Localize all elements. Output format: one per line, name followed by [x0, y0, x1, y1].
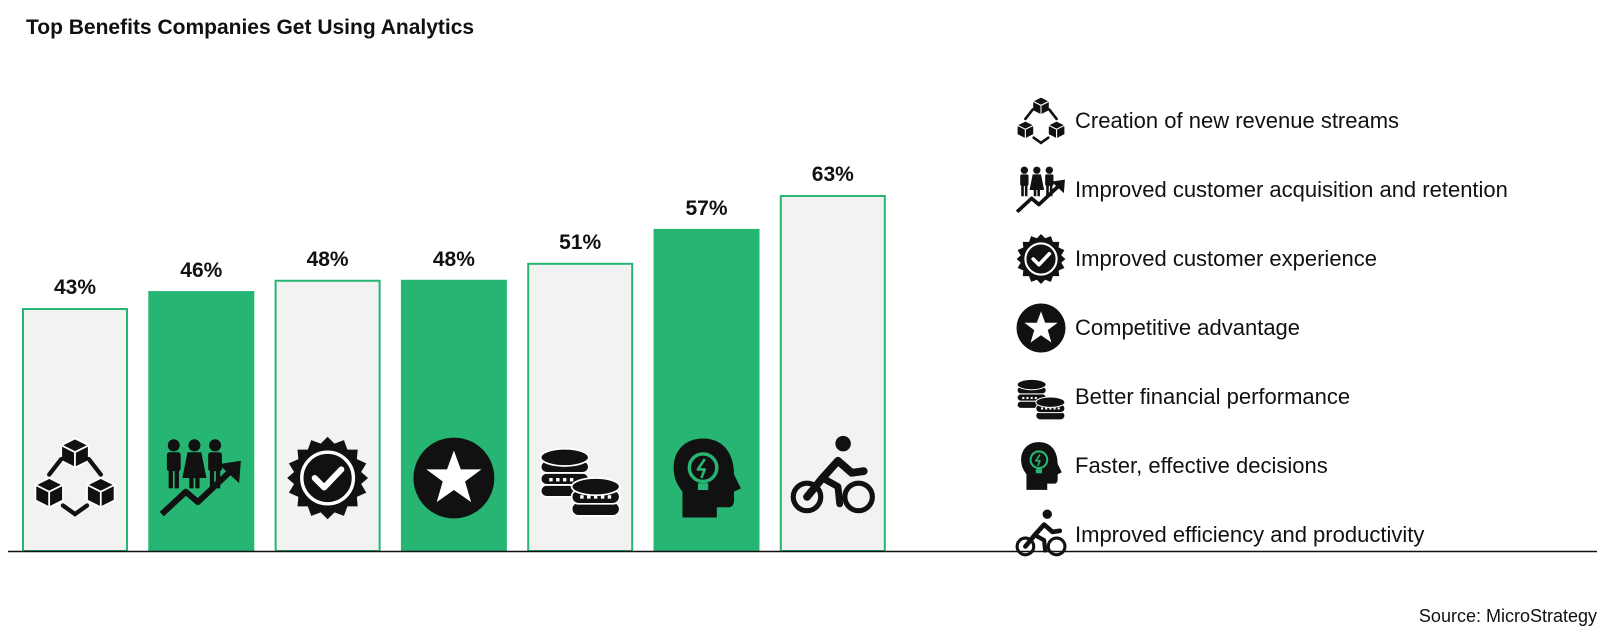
- legend-item: Creation of new revenue streams: [1015, 86, 1595, 155]
- legend-label: Faster, effective decisions: [1075, 452, 1328, 478]
- legend-item: Faster, effective decisions: [1015, 431, 1595, 500]
- star-circle-icon: [1015, 302, 1067, 354]
- legend-label: Creation of new revenue streams: [1075, 107, 1400, 133]
- legend-item: Improved efficiency and productivity: [1015, 500, 1595, 569]
- legend-item: Improved customer experience: [1015, 224, 1595, 293]
- head-lightbulb-icon: [1015, 440, 1067, 492]
- bar-chart: 43% 46% 48% 48% 51% 57% 63%: [8, 163, 960, 553]
- cubes-network-icon: [1015, 95, 1067, 147]
- bar-value-label: 48%: [433, 248, 475, 271]
- bar-value-label: 46%: [180, 259, 222, 282]
- legend-label: Improved customer acquisition and retent…: [1075, 176, 1508, 202]
- bar-value-label: 51%: [559, 231, 601, 254]
- check-badge-icon: [1015, 233, 1067, 285]
- legend-label: Better financial performance: [1075, 383, 1351, 409]
- chart-title: Top Benefits Companies Get Using Analyti…: [26, 16, 475, 39]
- people-growth-icon: [1015, 164, 1067, 216]
- bar-7: [779, 195, 886, 552]
- bar-value-label: 43%: [54, 276, 96, 299]
- cyclist-icon: [1015, 509, 1067, 561]
- legend-label: Improved efficiency and productivity: [1075, 521, 1425, 547]
- bar-value-label: 48%: [307, 248, 349, 271]
- legend-label: Improved customer experience: [1075, 245, 1378, 271]
- bar-value-label: 63%: [812, 163, 854, 186]
- legend-label: Competitive advantage: [1075, 314, 1301, 340]
- source-note: Source: MicroStrategy: [1418, 606, 1597, 626]
- legend-item: Better financial performance: [1015, 362, 1595, 431]
- star-circle-icon: [413, 437, 495, 519]
- legend-item: Competitive advantage: [1015, 293, 1595, 362]
- coins-stack-icon: [1015, 371, 1067, 423]
- bar-value-label: 57%: [685, 197, 727, 220]
- bar-1: [22, 308, 128, 552]
- legend-item: Improved customer acquisition and retent…: [1015, 155, 1595, 224]
- legend: Creation of new revenue streams Improved…: [1015, 86, 1595, 569]
